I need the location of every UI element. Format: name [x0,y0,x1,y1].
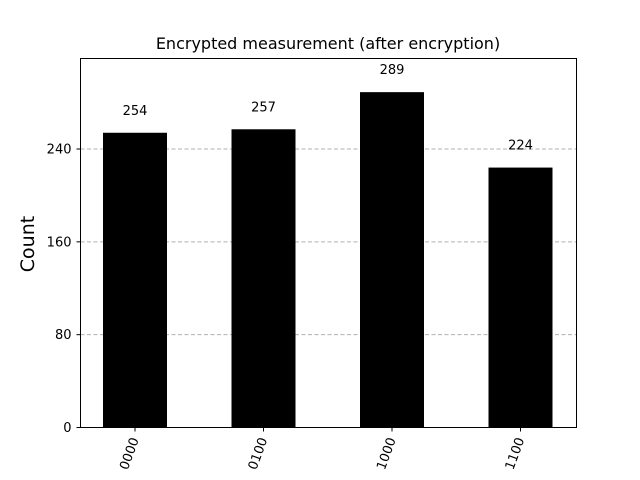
x-tick-label: 1000 [374,436,399,472]
bar-value-label: 224 [508,139,533,154]
bar-value-label: 254 [123,104,148,119]
chart-title: Encrypted measurement (after encryption) [156,34,500,53]
data-labels: 254 257 289 224 [123,63,533,153]
plot-frame [80,58,577,428]
y-tick-label: 0 [63,421,71,436]
bar-value-label: 257 [251,100,276,115]
x-tick-label: 0000 [117,436,142,472]
y-tick-label: 80 [55,328,72,343]
bar-1000 [360,92,424,428]
y-axis-label: Count [17,216,39,272]
bar-0100 [231,129,296,428]
bar-value-label: 289 [380,63,405,78]
bar-1100 [488,167,553,428]
y-tick-label: 160 [47,235,72,250]
y-axis-ticks: 0 80 160 240 [47,143,81,436]
x-axis-ticks: 0000 0100 1000 1100 [117,427,528,472]
bar-0000 [103,132,167,428]
x-tick-label: 1100 [503,436,528,472]
bars [103,92,553,428]
y-tick-label: 240 [47,143,72,158]
x-tick-label: 0100 [246,436,271,472]
